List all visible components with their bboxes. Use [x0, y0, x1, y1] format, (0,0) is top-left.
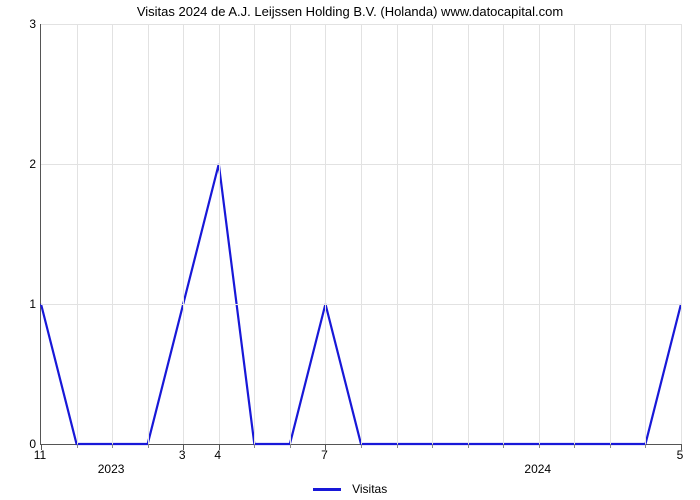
x-tick-minor — [468, 444, 469, 448]
grid-line-v — [432, 24, 433, 444]
legend-swatch — [313, 488, 341, 491]
chart-title: Visitas 2024 de A.J. Leijssen Holding B.… — [0, 4, 700, 19]
legend: Visitas — [0, 482, 700, 496]
grid-line-v — [503, 24, 504, 444]
grid-line-v — [361, 24, 362, 444]
x-tick-minor — [645, 444, 646, 448]
grid-line-v — [325, 24, 326, 444]
grid-line-v — [254, 24, 255, 444]
x-tick-minor — [397, 444, 398, 448]
x-tick-minor — [432, 444, 433, 448]
grid-line-v — [183, 24, 184, 444]
x-tick-minor — [574, 444, 575, 448]
x-tick-minor — [77, 444, 78, 448]
grid-line-v — [77, 24, 78, 444]
x-tick-label: 7 — [321, 448, 328, 462]
grid-line-v — [112, 24, 113, 444]
grid-line-v — [219, 24, 220, 444]
y-tick-label: 3 — [6, 17, 36, 31]
x-tick-minor — [254, 444, 255, 448]
x-tick-label: 11 — [34, 448, 46, 462]
y-tick-label: 2 — [6, 157, 36, 171]
x-tick-minor — [539, 444, 540, 448]
grid-line-v — [539, 24, 540, 444]
x-tick-minor — [610, 444, 611, 448]
x-tick-minor — [290, 444, 291, 448]
y-tick-label: 1 — [6, 297, 36, 311]
plot-area — [40, 24, 681, 445]
grid-line-v — [397, 24, 398, 444]
x-tick-label: 3 — [179, 448, 186, 462]
x-year-label: 2024 — [524, 462, 551, 476]
x-tick-label: 4 — [214, 448, 221, 462]
grid-line-v — [290, 24, 291, 444]
x-year-label: 2023 — [98, 462, 125, 476]
grid-line-v — [468, 24, 469, 444]
x-tick-minor — [361, 444, 362, 448]
x-tick-minor — [148, 444, 149, 448]
x-tick-minor — [112, 444, 113, 448]
grid-line-v — [645, 24, 646, 444]
y-tick-label: 0 — [6, 437, 36, 451]
x-tick-minor — [503, 444, 504, 448]
grid-line-v — [148, 24, 149, 444]
x-tick-label: 5 — [677, 448, 684, 462]
line-chart: Visitas 2024 de A.J. Leijssen Holding B.… — [0, 0, 700, 500]
grid-line-v — [681, 24, 682, 444]
grid-line-v — [610, 24, 611, 444]
grid-line-v — [574, 24, 575, 444]
legend-label: Visitas — [352, 482, 387, 496]
